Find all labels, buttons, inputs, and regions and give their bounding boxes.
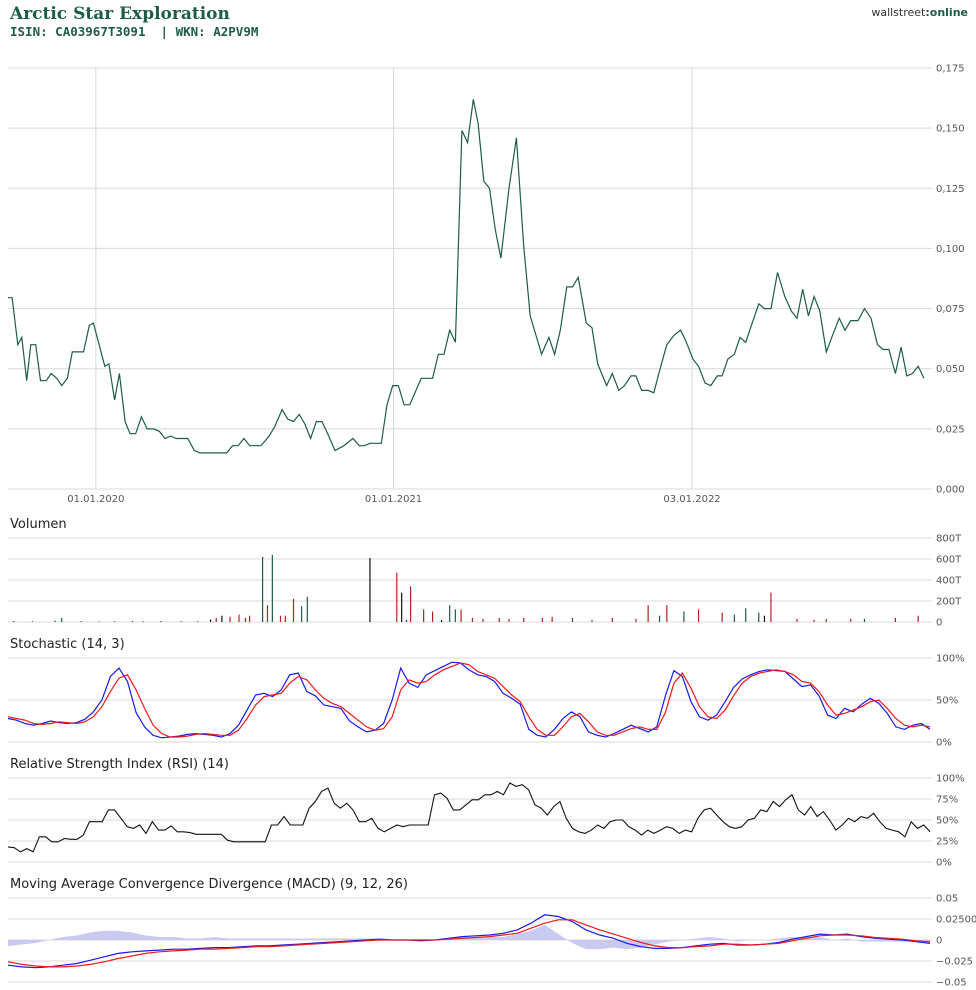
y-tick-label: 0 <box>936 936 942 947</box>
x-tick-label: 03.01.2022 <box>663 494 720 505</box>
y-tick-label: 0,100 <box>936 244 965 255</box>
y-tick-label: 25% <box>936 837 958 848</box>
price-panel: 0,000 0,025 0,050 0,075 0,100 0,125 0,150 0,175… <box>8 64 965 505</box>
y-tick-label: 0,175 <box>936 64 965 75</box>
y-tick-label: 0.05 <box>936 894 958 905</box>
signal-line <box>7 919 931 968</box>
brand-sep: : <box>925 6 930 19</box>
macd-panel: −0.05 −0.025 0 0.02500 0.05 Moving Average Co… <box>7 877 976 989</box>
y-tick-label: 0,050 <box>936 364 965 375</box>
chart-header: Arctic Star Exploration ISIN: CA03967T30… <box>10 4 258 39</box>
macd-histogram <box>8 924 930 950</box>
macd-line <box>7 914 931 969</box>
panel-title: Moving Average Convergence Divergence (M… <box>10 877 408 892</box>
brand-left: wallstreet <box>871 6 926 19</box>
wkn-label: | WKN: <box>160 24 206 39</box>
y-tick-label: 0,075 <box>936 304 965 315</box>
stochastic-k-line <box>7 661 931 739</box>
y-tick-label: 600T <box>936 555 962 566</box>
x-tick-label: 01.01.2021 <box>365 494 422 505</box>
y-tick-label: 800T <box>936 534 962 545</box>
y-tick-label: 400T <box>936 576 962 587</box>
instrument-identifiers: ISIN: CA03967T3091 | WKN: A2PV9M <box>10 24 258 39</box>
y-tick-label: 0,150 <box>936 124 965 135</box>
isin-value: CA03967T3091 <box>55 24 146 39</box>
y-tick-label: 0% <box>936 858 952 869</box>
rsi-line <box>7 782 931 853</box>
y-tick-label: 0 <box>936 618 942 629</box>
instrument-title: Arctic Star Exploration <box>10 4 230 24</box>
y-tick-label: 0,025 <box>936 424 965 435</box>
y-tick-label: 50% <box>936 696 958 707</box>
brand-logo[interactable]: wallstreet:online <box>871 6 968 19</box>
y-tick-label: 50% <box>936 816 958 827</box>
wkn-value: A2PV9M <box>213 24 259 39</box>
brand-right: online <box>929 6 968 19</box>
volume-panel: 0 200T 400T 600T 800T Volumen <box>8 517 962 629</box>
y-tick-label: −0.025 <box>936 957 973 968</box>
rsi-panel: 0% 25% 50% 75% 100% Relative Strength Index (… <box>7 757 965 869</box>
panel-title: Stochastic (14, 3) <box>10 637 125 652</box>
y-tick-label: 0% <box>936 738 952 749</box>
panel-title: Volumen <box>10 517 67 532</box>
y-tick-label: 100% <box>936 774 965 785</box>
y-tick-label: 0.02500 <box>936 915 976 926</box>
y-tick-label: 0,125 <box>936 184 965 195</box>
isin-label: ISIN: <box>10 24 48 39</box>
x-tick-label: 01.01.2020 <box>67 494 124 505</box>
y-tick-label: 200T <box>936 597 962 608</box>
panel-title: Relative Strength Index (RSI) (14) <box>10 757 229 772</box>
y-tick-label: 0,000 <box>936 485 965 496</box>
y-tick-label: 75% <box>936 795 958 806</box>
stochastic-d-line <box>7 662 931 738</box>
y-tick-label: −0.05 <box>936 978 967 989</box>
stochastic-panel: 0% 50% 100% Stochastic (14, 3) <box>7 637 965 749</box>
y-tick-label: 100% <box>936 654 965 665</box>
price-line <box>8 99 925 454</box>
